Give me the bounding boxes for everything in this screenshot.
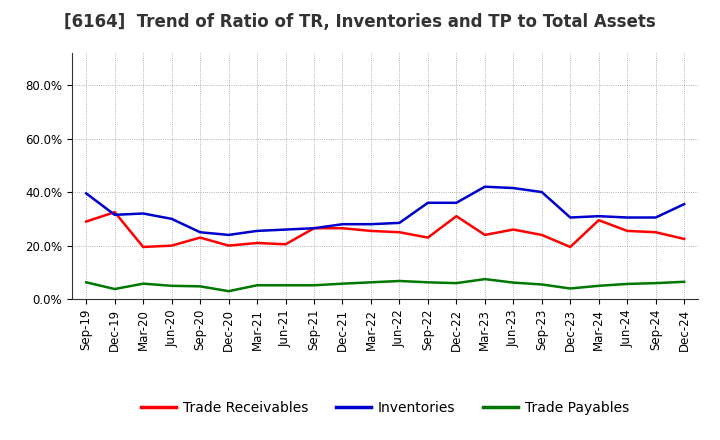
Trade Payables xyxy=(110,286,119,292)
Inventories xyxy=(395,220,404,226)
Line: Trade Payables: Trade Payables xyxy=(86,279,684,291)
Trade Payables xyxy=(395,279,404,284)
Trade Receivables xyxy=(623,228,631,234)
Inventories xyxy=(310,226,318,231)
Trade Receivables xyxy=(110,209,119,215)
Trade Payables xyxy=(509,280,518,285)
Legend: Trade Receivables, Inventories, Trade Payables: Trade Receivables, Inventories, Trade Pa… xyxy=(136,395,634,420)
Inventories xyxy=(338,222,347,227)
Trade Payables xyxy=(282,282,290,288)
Trade Receivables xyxy=(253,240,261,246)
Inventories xyxy=(253,228,261,234)
Inventories xyxy=(509,185,518,191)
Trade Payables xyxy=(225,289,233,294)
Inventories xyxy=(680,202,688,207)
Inventories xyxy=(652,215,660,220)
Inventories xyxy=(423,200,432,205)
Inventories xyxy=(566,215,575,220)
Trade Payables xyxy=(82,280,91,285)
Trade Payables xyxy=(310,282,318,288)
Inventories xyxy=(225,232,233,238)
Trade Receivables xyxy=(395,230,404,235)
Inventories xyxy=(537,190,546,195)
Trade Receivables xyxy=(566,244,575,249)
Trade Receivables xyxy=(366,228,375,234)
Trade Receivables xyxy=(139,244,148,249)
Line: Inventories: Inventories xyxy=(86,187,684,235)
Trade Payables xyxy=(253,282,261,288)
Inventories xyxy=(82,191,91,196)
Trade Payables xyxy=(139,281,148,286)
Trade Receivables xyxy=(82,219,91,224)
Trade Payables xyxy=(595,283,603,289)
Trade Receivables xyxy=(310,226,318,231)
Trade Payables xyxy=(452,280,461,286)
Trade Receivables xyxy=(452,213,461,219)
Trade Receivables xyxy=(680,236,688,242)
Trade Receivables xyxy=(423,235,432,240)
Trade Receivables xyxy=(225,243,233,248)
Inventories xyxy=(366,222,375,227)
Inventories xyxy=(282,227,290,232)
Inventories xyxy=(595,213,603,219)
Inventories xyxy=(480,184,489,189)
Trade Receivables xyxy=(595,217,603,223)
Trade Payables xyxy=(196,284,204,289)
Inventories xyxy=(167,216,176,221)
Inventories xyxy=(196,230,204,235)
Line: Trade Receivables: Trade Receivables xyxy=(86,212,684,247)
Trade Receivables xyxy=(167,243,176,248)
Trade Receivables xyxy=(196,235,204,240)
Inventories xyxy=(139,211,148,216)
Trade Payables xyxy=(623,281,631,286)
Trade Receivables xyxy=(282,242,290,247)
Trade Payables xyxy=(423,280,432,285)
Text: [6164]  Trend of Ratio of TR, Inventories and TP to Total Assets: [6164] Trend of Ratio of TR, Inventories… xyxy=(64,13,656,31)
Trade Receivables xyxy=(338,226,347,231)
Trade Payables xyxy=(537,282,546,287)
Trade Receivables xyxy=(652,230,660,235)
Trade Payables xyxy=(566,286,575,291)
Inventories xyxy=(452,200,461,205)
Trade Payables xyxy=(652,280,660,286)
Trade Payables xyxy=(680,279,688,284)
Trade Payables xyxy=(480,276,489,282)
Trade Payables xyxy=(338,281,347,286)
Trade Receivables xyxy=(480,232,489,238)
Trade Receivables xyxy=(537,232,546,238)
Trade Payables xyxy=(167,283,176,289)
Trade Payables xyxy=(366,280,375,285)
Inventories xyxy=(110,212,119,217)
Trade Receivables xyxy=(509,227,518,232)
Inventories xyxy=(623,215,631,220)
